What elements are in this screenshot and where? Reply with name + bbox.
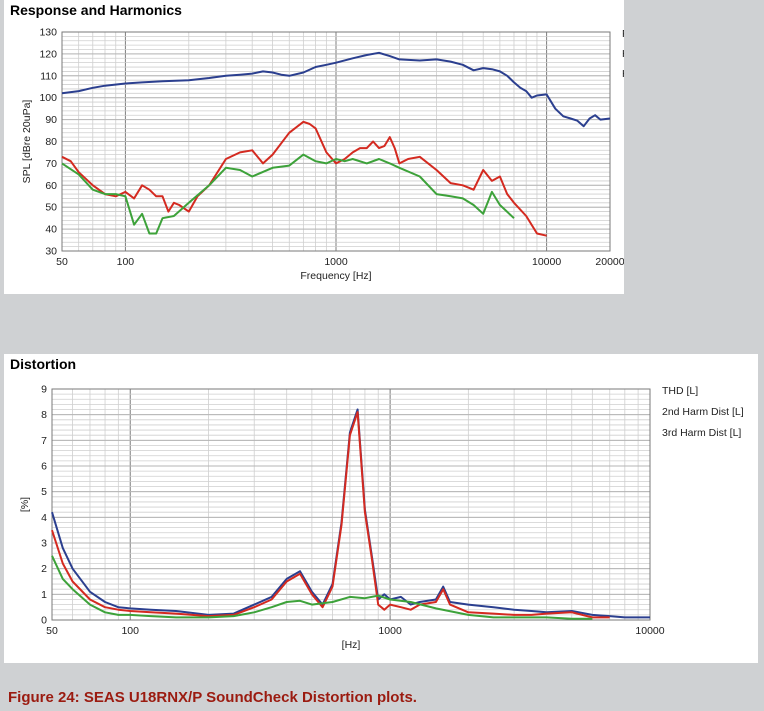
y-tick-label: 60: [45, 180, 57, 192]
plot-frame: [51, 388, 651, 621]
y-tick-label: 8: [41, 409, 47, 421]
y-axis-label: [%]: [19, 497, 31, 512]
y-tick-label: 70: [45, 158, 57, 170]
legend-label: Fundamental [L]: [622, 28, 624, 40]
x-axis-label: [Hz]: [342, 639, 361, 651]
legend-label: 2nd Harm Dist [L]: [662, 406, 744, 418]
x-tick-label: 10000: [635, 625, 664, 637]
y-tick-label: 4: [41, 512, 47, 524]
series-line-1: [61, 51, 611, 128]
y-axis-label: SPL [dBre 20uPa]: [21, 100, 33, 184]
y-tick-label: 6: [41, 461, 47, 473]
y-tick-label: 30: [45, 246, 57, 258]
y-tick-label: 50: [45, 202, 57, 214]
x-axis-label: Frequency [Hz]: [300, 270, 371, 282]
series-line-2: [51, 411, 610, 619]
series-line-2: [61, 120, 547, 237]
series-line-3: [51, 555, 593, 620]
x-tick-label: 50: [46, 625, 58, 637]
y-tick-label: 1: [41, 589, 47, 601]
y-tick-label: 9: [41, 384, 47, 396]
legend-label: Harmonic 3 [L]: [622, 68, 624, 80]
chart-title: Distortion: [10, 356, 77, 372]
legend-label: Harmonic 2 [L]: [622, 48, 624, 60]
x-tick-label: 100: [121, 625, 139, 637]
distortion-panel: Distortion 0 1 2 3 4 5 6 7 8 9 50 100 1000 10000 [Hz] […: [4, 354, 758, 663]
x-tick-label: 100: [117, 256, 135, 268]
y-tick-label: 0: [41, 615, 47, 627]
legend-label: THD [L]: [662, 385, 698, 397]
x-tick-label: 1000: [324, 256, 348, 268]
x-tick-label: 20000: [595, 256, 624, 268]
plot-frame: [61, 31, 611, 252]
y-tick-label: 7: [41, 435, 47, 447]
legend-label: 3rd Harm Dist [L]: [662, 427, 741, 439]
y-tick-label: 40: [45, 224, 57, 236]
y-tick-label: 110: [40, 70, 57, 82]
y-tick-label: 100: [39, 92, 57, 104]
y-tick-label: 130: [39, 27, 57, 39]
y-tick-label: 90: [45, 114, 57, 126]
series-line-3: [61, 153, 515, 235]
plot-area: [52, 389, 650, 620]
distortion-chart: 0 1 2 3 4 5 6 7 8 9 50 100 1000 10000 [Hz] [%] THD [L] 2n…: [19, 384, 744, 652]
y-tick-label: 120: [39, 48, 57, 60]
response-harmonics-chart: 30 40 50 60 70 80 90 100 110 120 130 50 100 1000 10000…: [21, 27, 624, 283]
y-tick-label: 80: [45, 136, 57, 148]
response-harmonics-panel: Response and Harmonics 30 40 50 60 70 80 90 100…: [4, 0, 624, 294]
x-tick-label: 10000: [532, 256, 561, 268]
y-tick-label: 2: [41, 563, 47, 575]
x-tick-label: 1000: [378, 625, 402, 637]
chart-title: Response and Harmonics: [10, 2, 182, 18]
y-tick-label: 5: [41, 486, 47, 498]
figure-caption: Figure 24: SEAS U18RNX/P SoundCheck Dist…: [8, 689, 417, 706]
y-tick-label: 3: [41, 538, 47, 550]
x-tick-label: 50: [56, 256, 68, 268]
